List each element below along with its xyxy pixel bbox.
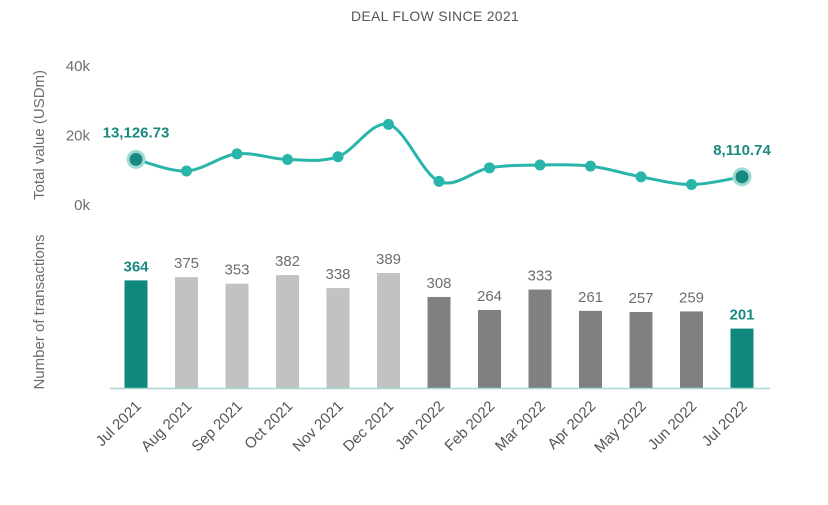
line-point — [383, 118, 394, 130]
top-y-axis-label: Total value (USDm) — [31, 70, 48, 200]
line-point — [484, 162, 495, 174]
bar — [377, 273, 400, 388]
x-category-label: Aug 2021 — [138, 398, 195, 455]
bar — [326, 288, 350, 388]
bar-value-label: 353 — [224, 262, 249, 279]
bar-value-label: 259 — [679, 289, 704, 306]
line-point — [231, 148, 243, 160]
bar-value-label: 382 — [275, 253, 300, 270]
x-category-label: Jul 2021 — [93, 398, 145, 450]
x-category-label: Oct 2021 — [241, 398, 296, 453]
line-point — [686, 178, 697, 190]
bar-value-label: 389 — [376, 251, 401, 268]
line-point — [181, 165, 192, 177]
bar — [478, 309, 501, 388]
line-point — [585, 160, 596, 172]
x-category-label: Nov 2021 — [289, 398, 346, 455]
line-series: 13,126.73 8,110.74 — [103, 118, 771, 190]
bar-value-label: 257 — [628, 290, 653, 307]
x-category-label: Jun 2022 — [645, 398, 701, 454]
bar-value-label: 364 — [123, 258, 149, 275]
y-tick-label: 20k — [66, 128, 91, 145]
bar-value-label: 333 — [527, 268, 552, 285]
bar — [730, 328, 754, 388]
line-path — [135, 122, 743, 186]
y-tick-label: 40k — [66, 58, 91, 75]
bar-value-label: 375 — [174, 255, 199, 272]
bar-value-label: 201 — [729, 307, 754, 324]
bar — [175, 277, 198, 388]
x-category-label: Feb 2022 — [441, 398, 498, 455]
bar — [427, 296, 451, 388]
line-point — [635, 171, 647, 183]
bar — [680, 311, 703, 388]
line-point-highlight — [732, 167, 752, 187]
x-category-label: May 2022 — [591, 398, 650, 457]
top-y-ticks: 40k 20k 0k — [66, 58, 91, 214]
chart-title: DEAL FLOW SINCE 2021 — [351, 8, 519, 24]
x-category-label: Sep 2021 — [188, 398, 245, 455]
bar — [124, 280, 148, 388]
bar-value-label: 308 — [426, 275, 451, 292]
y-tick-label: 0k — [74, 197, 90, 214]
x-category-label: Dec 2021 — [340, 398, 397, 455]
x-category-label: Jul 2022 — [699, 398, 751, 450]
line-point-highlight — [126, 149, 146, 169]
line-point — [433, 175, 445, 187]
bar — [225, 283, 249, 388]
line-point — [332, 151, 344, 163]
bar — [629, 312, 653, 388]
x-category-label: Jan 2022 — [392, 398, 448, 454]
bar-value-label: 338 — [325, 266, 350, 283]
line-value-label: 13,126.73 — [103, 124, 170, 141]
x-category-label: Mar 2022 — [492, 398, 549, 455]
line-value-label: 8,110.74 — [713, 142, 771, 159]
bar — [528, 289, 552, 388]
line-point — [534, 159, 546, 171]
bar — [579, 310, 602, 388]
bottom-y-axis-label: Number of transactions — [31, 234, 48, 389]
bar-value-label: 261 — [578, 289, 603, 306]
bar-value-label: 264 — [477, 288, 502, 305]
bar-series — [124, 273, 754, 388]
bar — [276, 275, 299, 388]
line-point — [282, 153, 293, 165]
bar-labels: 364 375 353 382 338 389 308 264 333 261 257 259 201 — [123, 251, 754, 324]
